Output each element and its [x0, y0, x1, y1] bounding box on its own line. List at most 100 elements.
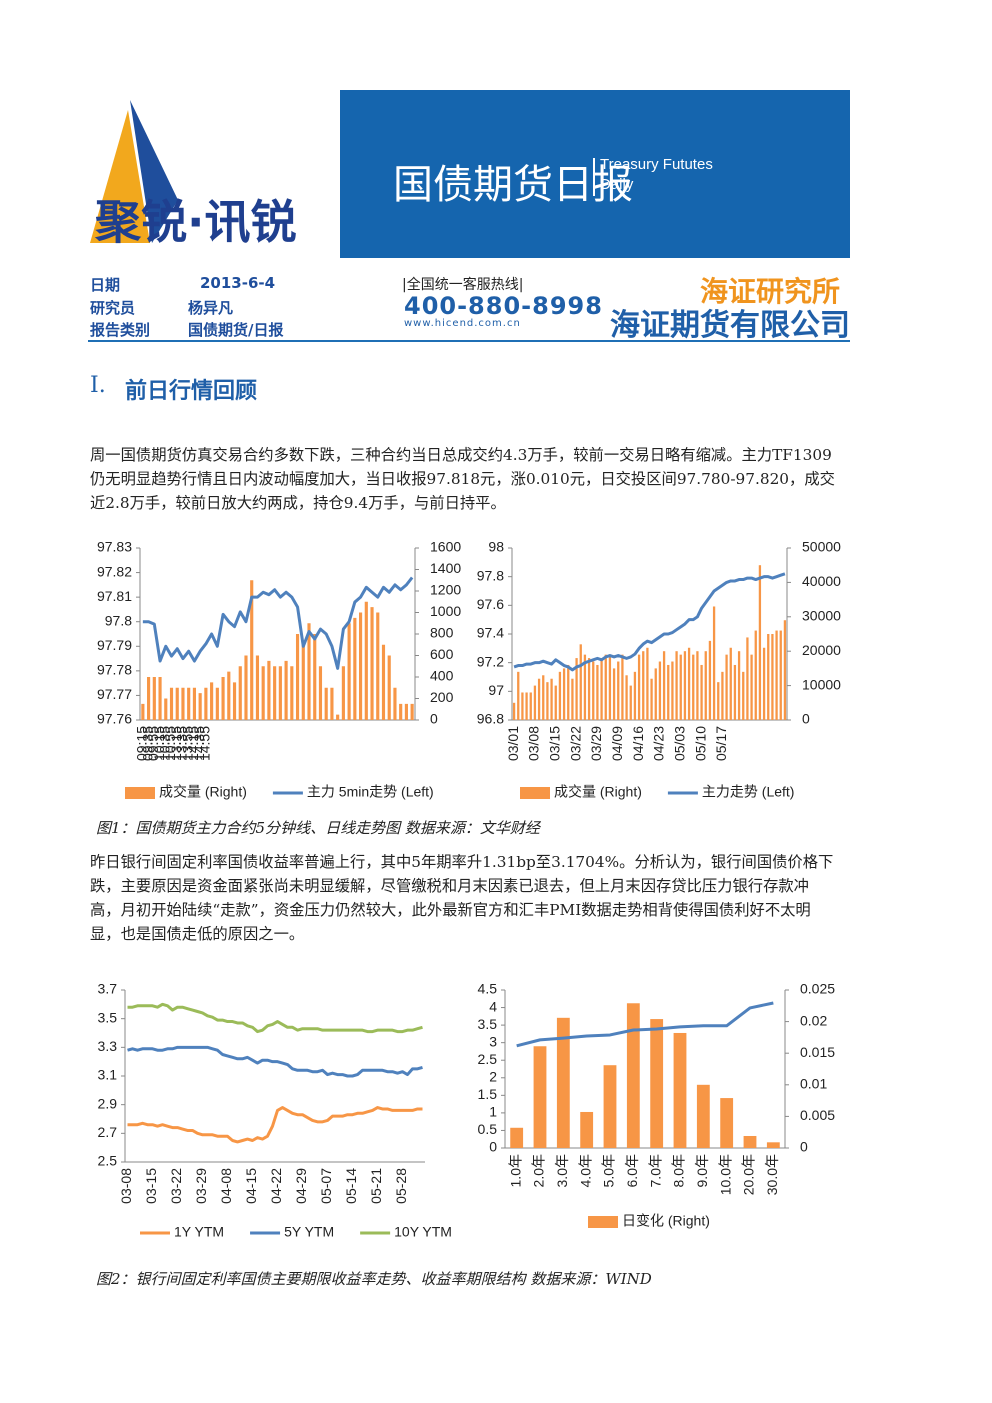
bar [583, 654, 587, 720]
bar [295, 634, 300, 720]
bar [758, 565, 762, 720]
bar [307, 623, 311, 720]
bar [364, 601, 368, 720]
bar [175, 687, 179, 720]
logo-sail [130, 100, 178, 243]
bar [771, 634, 774, 720]
bar [347, 623, 351, 720]
y-tick-label: 97.76 [97, 711, 132, 727]
x-tick-label: 03/29 [588, 726, 604, 761]
x-tick-label: 03/01 [505, 726, 521, 761]
paragraph: 昨日银行间固定利率国债收益率普遍上行，其中5年期率升1.31bp至3.1704%… [90, 853, 834, 943]
x-tick-label: 2.0年 [531, 1154, 547, 1187]
y-tick-label: 1.5 [478, 1086, 498, 1102]
bar [533, 685, 537, 720]
bar [608, 654, 612, 720]
y2-tick-label: 1400 [430, 560, 461, 576]
x-tick-label: 04-15 [243, 1168, 259, 1204]
line-series [516, 1001, 774, 1048]
y2-tick-label: 0.005 [800, 1107, 835, 1123]
bar [654, 668, 657, 720]
y2-tick-label: 0.02 [800, 1012, 827, 1028]
y-tick-label: 4 [489, 998, 497, 1014]
paragraph: 周一国债期货仿真交易合约多数下跌，三种合约当日总成交约4.3万手，较前一交易日略… [90, 446, 835, 512]
report-subtitle: Treasury Fututes [600, 156, 713, 173]
x-tick-label: 05/10 [692, 726, 708, 761]
x-tick-label: 14:15 [185, 726, 201, 761]
bar [700, 664, 703, 720]
x-tick-label: 4.0年 [577, 1154, 593, 1187]
y-tick-label: 3.5 [478, 1016, 498, 1032]
x-tick-label: 9.0年 [694, 1154, 710, 1187]
bar [667, 664, 670, 720]
bar [558, 671, 562, 720]
bar [381, 644, 386, 720]
bar [650, 678, 653, 720]
bar [642, 651, 645, 720]
x-tick-label: 03-22 [168, 1168, 184, 1204]
line-series [127, 1045, 423, 1078]
x-tick-label: 04-08 [218, 1168, 234, 1204]
y2-tick-label: 20000 [802, 642, 841, 658]
bar [187, 687, 191, 720]
bar [227, 671, 231, 720]
info-label: 日期 [90, 276, 121, 294]
x-tick-label: 05-14 [343, 1168, 359, 1204]
y-tick-label: 3.7 [98, 981, 118, 997]
x-tick-label: 05/03 [671, 726, 687, 761]
y-tick-label: 97.6 [477, 596, 504, 612]
bar [525, 692, 528, 720]
legend-label: 成交量 (Right) [159, 784, 247, 800]
x-tick-label: 09:35 [139, 726, 155, 761]
bar [633, 671, 637, 720]
section-number: I. [90, 373, 106, 398]
y-tick-label: 97.83 [97, 539, 132, 555]
y-tick-label: 97 [488, 682, 504, 698]
x-tick-label: 05/17 [713, 726, 729, 761]
y2-tick-label: 0.01 [800, 1076, 827, 1092]
bar [687, 647, 691, 720]
bar [646, 647, 649, 720]
bar [147, 677, 151, 720]
legend-label: 主力走势 (Left) [702, 784, 795, 800]
bar [729, 647, 732, 720]
x-tick-label: 03-08 [118, 1168, 134, 1204]
x-tick-label: 04/09 [609, 726, 625, 761]
line-series [127, 1002, 423, 1034]
x-tick-label: 10:35 [156, 726, 172, 761]
bar [767, 634, 770, 720]
x-tick-label: 14:35 [191, 726, 207, 761]
bar [238, 666, 242, 720]
legend-swatch [588, 1216, 618, 1228]
bar [617, 661, 620, 720]
x-tick-label: 14:55 [197, 726, 213, 761]
bar [255, 655, 260, 720]
bar [658, 661, 662, 720]
bar [404, 703, 408, 720]
bar [737, 651, 741, 720]
info-label: 研究员 [90, 299, 136, 317]
legend-label: 日变化 (Right) [622, 1213, 710, 1229]
bar [579, 644, 582, 720]
info-value: 杨异凡 [188, 299, 234, 317]
bar [712, 606, 716, 720]
x-tick-label: 03-29 [193, 1168, 209, 1204]
bar [603, 1065, 617, 1148]
bar [629, 685, 632, 720]
y2-tick-label: 1600 [430, 539, 461, 555]
bar [546, 682, 549, 720]
x-tick-label: 05-28 [393, 1168, 409, 1204]
bar [604, 654, 607, 720]
company-name: 海证期货有限公司 [610, 308, 850, 343]
report-subtitle: Daily [600, 176, 634, 193]
y2-tick-label: 30000 [802, 608, 841, 624]
bar [637, 654, 641, 720]
y2-tick-label: 400 [430, 668, 454, 684]
x-tick-label: 04/23 [651, 726, 667, 761]
bar [141, 703, 145, 720]
legend-label: 10Y YTM [394, 1224, 452, 1240]
bar [596, 664, 599, 720]
bar [158, 677, 162, 720]
bar [250, 580, 254, 720]
x-tick-label: 3.0年 [554, 1154, 570, 1187]
